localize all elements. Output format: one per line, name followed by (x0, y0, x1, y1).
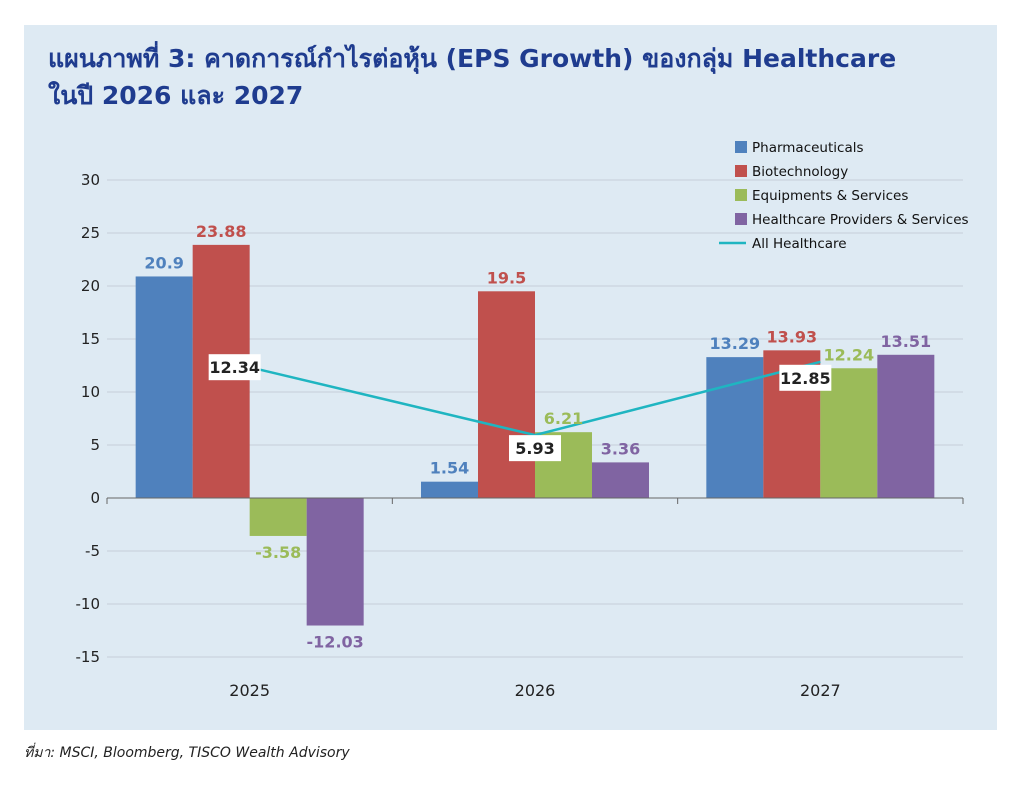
data-label: -3.58 (255, 543, 301, 562)
x-tick-label-2026: 2026 (515, 681, 556, 700)
legend-swatch-3 (735, 213, 747, 225)
y-tick-label-9: -15 (76, 648, 101, 666)
legend-label-line: All Healthcare (752, 236, 847, 252)
data-label: 1.54 (430, 459, 469, 478)
bar-biotechnology-2026 (478, 291, 535, 498)
legend-label-2: Equipments & Services (752, 188, 908, 204)
legend-swatch-1 (735, 165, 747, 177)
source-note: ที่มา: MSCI, Bloomberg, TISCO Wealth Adv… (24, 745, 350, 761)
x-tick-label-2027: 2027 (800, 681, 841, 700)
line-data-label: 12.85 (780, 369, 831, 388)
y-tick-label-7: -5 (85, 542, 100, 560)
data-label: 6.21 (544, 409, 583, 428)
chart-title-line-2: ในปี 2026 และ 2027 (48, 81, 304, 110)
y-tick-label-3: 15 (81, 330, 100, 348)
data-labels: 20.9 1.54 13.29 23.88 19.5 13.93 -3.58 6.21 12.2… (144, 222, 931, 652)
line-data-label: 12.34 (209, 358, 260, 377)
y-tick-label-0: 30 (81, 171, 100, 189)
line-label-box (208, 354, 261, 381)
data-label: 19.5 (487, 268, 526, 287)
y-tick-label-8: -10 (76, 595, 101, 613)
data-label: 23.88 (196, 222, 247, 241)
data-label: 20.9 (144, 253, 183, 272)
legend-swatch-0 (735, 141, 747, 153)
legend-swatch-2 (735, 189, 747, 201)
bar-healthcare-providers-services-2025 (306, 498, 364, 626)
legend-label-3: Healthcare Providers & Services (752, 212, 969, 228)
data-label: 13.29 (710, 334, 761, 353)
x-tick-label-2025: 2025 (229, 681, 270, 700)
line-label-box (779, 364, 832, 391)
y-tick-label-5: 5 (90, 436, 100, 454)
bar-pharmaceuticals-2027 (706, 357, 764, 498)
line-data-label: 5.93 (515, 439, 554, 458)
line-label-box (509, 435, 561, 462)
legend-label-0: Pharmaceuticals (752, 140, 864, 156)
chart-title-line-1: แผนภาพที่ 3: คาดการณ์กำไรต่อหุ้น (EPS Gr… (48, 44, 897, 73)
bar-healthcare-providers-services-2026 (592, 462, 649, 498)
bar-healthcare-providers-services-2027 (877, 354, 935, 498)
data-label: 13.51 (881, 332, 932, 351)
bar-pharmaceuticals-2026 (421, 481, 478, 498)
y-tick-label-4: 10 (81, 383, 100, 401)
bar-equipments-services-2025 (249, 498, 307, 536)
data-label: 12.24 (824, 345, 875, 364)
y-tick-label-6: 0 (90, 489, 100, 507)
legend-label-1: Biotechnology (752, 164, 848, 180)
chart-title: แผนภาพที่ 3: คาดการณ์กำไรต่อหุ้น (EPS Gr… (48, 40, 978, 114)
data-label: 13.93 (767, 327, 818, 346)
legend: Pharmaceuticals Biotechnology Equipments &… (719, 140, 969, 252)
y-tick-label-1: 25 (81, 224, 100, 242)
bar-pharmaceuticals-2025 (135, 276, 193, 498)
axes: 30 25 20 15 10 5 0 -5 -10 -15 2025 2026 2027 (76, 171, 964, 700)
data-label: 3.36 (601, 439, 640, 458)
data-label: -12.03 (307, 633, 364, 652)
y-tick-label-2: 20 (81, 277, 100, 295)
